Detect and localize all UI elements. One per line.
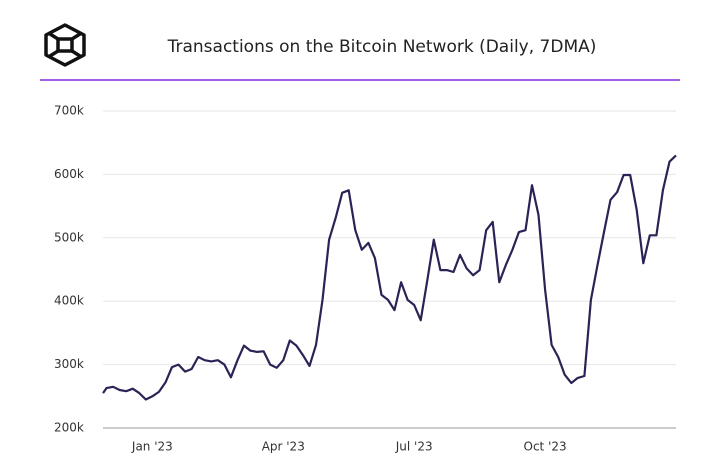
y-tick-label: 500k <box>54 230 84 244</box>
data-line <box>102 154 677 401</box>
logo-edge <box>71 32 81 41</box>
x-tick-label: Jan '23 <box>131 440 173 454</box>
y-tick-label: 700k <box>54 104 84 118</box>
y-tick-label: 600k <box>54 167 84 181</box>
x-tick-label: Oct '23 <box>524 440 567 454</box>
y-tick-label: 300k <box>54 357 84 371</box>
logo-hexagon <box>44 23 86 67</box>
logo-edge <box>49 32 59 41</box>
logo-edge <box>71 49 81 58</box>
y-tick-label: 400k <box>54 294 84 308</box>
logo-edge <box>49 49 59 58</box>
x-tick-label: Jul '23 <box>395 440 433 454</box>
x-tick-label: Apr '23 <box>262 440 305 454</box>
chart-title: Transactions on the Bitcoin Network (Dai… <box>167 37 597 57</box>
y-tick-label: 200k <box>54 421 84 435</box>
logo-square <box>56 37 74 53</box>
logo <box>44 23 86 67</box>
